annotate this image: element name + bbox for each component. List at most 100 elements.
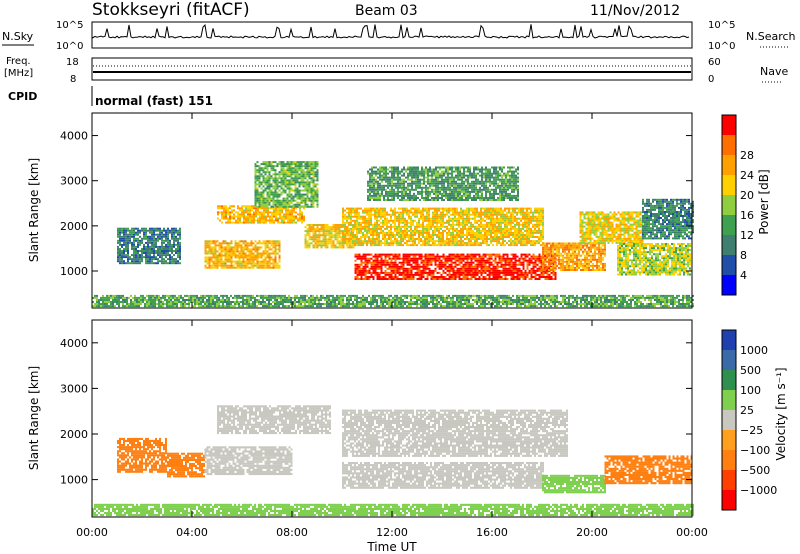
data-cell [141, 227, 143, 230]
data-cell [400, 217, 402, 220]
data-cell [234, 260, 237, 263]
data-cell [434, 240, 436, 243]
data-cell [299, 215, 301, 218]
data-cell [456, 207, 458, 210]
data-cell [460, 234, 462, 236]
data-cell [316, 240, 319, 243]
data-cell [229, 211, 231, 214]
data-cell [522, 238, 524, 240]
data-cell [460, 255, 463, 258]
data-cell [390, 231, 392, 234]
data-cell [264, 256, 267, 259]
data-cell [494, 253, 497, 256]
data-cell [379, 192, 381, 195]
data-cell [326, 240, 329, 243]
data-cell [220, 250, 223, 253]
data-cell [228, 254, 231, 257]
data-cell [360, 263, 363, 266]
data-cell [480, 213, 482, 216]
data-cell [368, 271, 371, 274]
data-cell [454, 255, 457, 258]
data-cell [510, 240, 512, 243]
data-cell [244, 246, 247, 249]
data-cell [516, 267, 519, 270]
data-cell [229, 221, 231, 224]
data-cell [288, 173, 291, 176]
data-cell [328, 228, 331, 231]
data-cell [414, 273, 417, 276]
data-cell [308, 244, 311, 247]
data-cell [418, 225, 420, 228]
data-cell [225, 213, 227, 216]
data-cell [117, 241, 119, 244]
data-cell [394, 238, 396, 240]
data-cell [133, 254, 135, 257]
data-cell [462, 271, 465, 274]
data-cell [277, 217, 279, 220]
data-cell [306, 181, 309, 184]
data-cell [346, 227, 348, 230]
data-cell [510, 213, 512, 216]
data-cell [246, 258, 249, 261]
data-cell [252, 252, 255, 255]
data-cell [532, 276, 535, 278]
data-cell [264, 266, 267, 269]
data-cell [231, 211, 233, 214]
data-cell [242, 262, 245, 265]
data-cell [242, 258, 245, 261]
data-cell [155, 227, 157, 230]
data-cell [540, 276, 543, 278]
data-cell [285, 213, 287, 216]
data-cell [462, 273, 465, 276]
data-cell [131, 254, 133, 257]
data-cell [290, 187, 293, 190]
data-cell [366, 240, 368, 243]
data-cell [272, 193, 275, 196]
data-cell [486, 278, 489, 280]
data-cell [143, 233, 145, 236]
data-cell [406, 213, 408, 216]
data-cell [412, 236, 414, 238]
data-cell [524, 271, 527, 274]
data-cell [442, 215, 444, 218]
data-cell [408, 269, 411, 272]
data-cell [244, 254, 247, 257]
data-cell [510, 271, 513, 274]
data-cell [542, 209, 544, 212]
data-cell [476, 257, 479, 260]
data-cell [370, 231, 372, 234]
data-cell [448, 217, 450, 220]
nsky-tick-top: 10^5 [56, 20, 83, 31]
data-cell [442, 242, 444, 245]
data-cell [369, 174, 371, 177]
data-cell [476, 215, 478, 218]
data-cell [237, 219, 239, 222]
data-cell [123, 248, 125, 250]
data-cell [506, 213, 508, 216]
data-cell [498, 259, 501, 262]
data-cell [538, 219, 540, 222]
data-cell [272, 167, 275, 170]
data-cell [393, 172, 395, 175]
data-cell [277, 211, 279, 214]
data-cell [524, 223, 526, 226]
data-cell [387, 176, 389, 179]
data-cell [500, 269, 503, 272]
data-cell [308, 165, 311, 168]
data-cell [536, 267, 539, 270]
data-cell [432, 253, 435, 256]
data-cell [369, 199, 371, 201]
data-cell [123, 235, 125, 238]
data-cell [296, 165, 299, 168]
data-cell [464, 234, 466, 236]
data-cell [360, 269, 363, 272]
data-cell [380, 244, 382, 247]
data-cell [506, 263, 509, 266]
data-cell [514, 242, 516, 245]
nsky-panel: N.Sky 10^5 10^0 10^5 10^0 N.Search [2, 20, 796, 52]
data-cell [362, 240, 364, 243]
data-cell [532, 255, 535, 258]
data-cell [450, 278, 453, 280]
data-cell [382, 238, 384, 240]
data-cell [310, 230, 313, 233]
